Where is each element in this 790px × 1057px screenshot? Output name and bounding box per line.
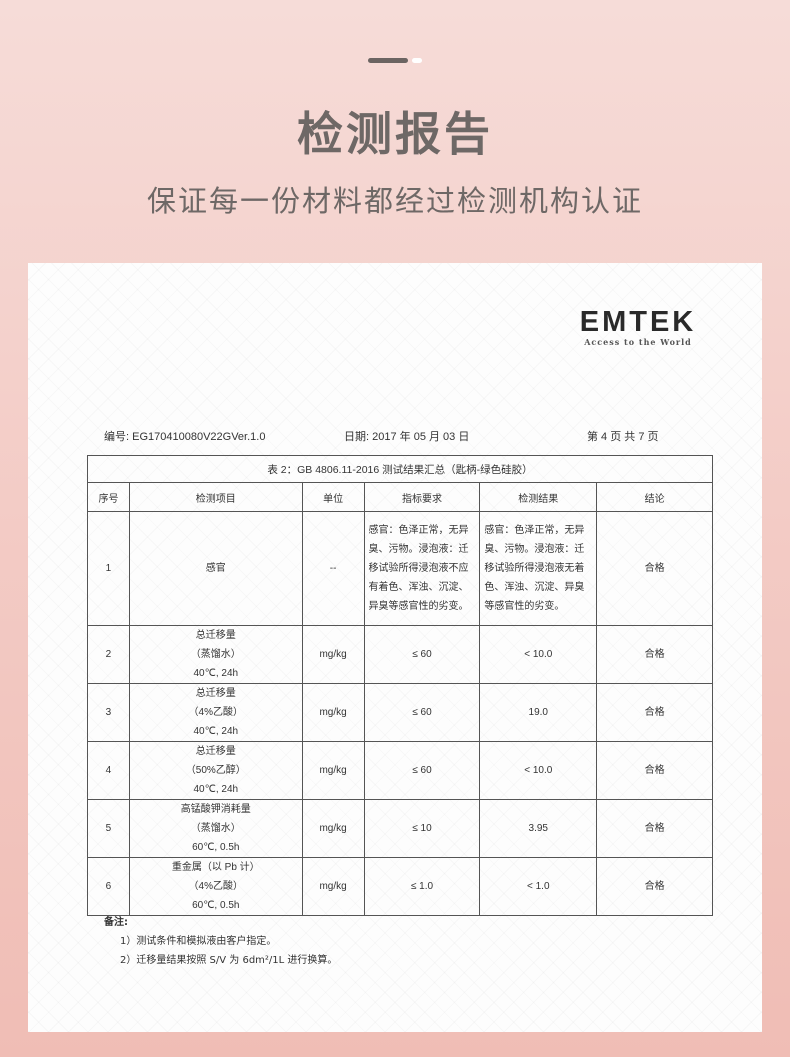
item-line: 总迁移量 bbox=[195, 746, 236, 757]
cell-item: 总迁移量 （4%乙酸） 40℃, 24h bbox=[128, 683, 303, 742]
cell-result: 19.0 bbox=[479, 683, 598, 742]
carousel-indicator bbox=[412, 58, 422, 63]
item-line: （50%乙醇） bbox=[185, 765, 246, 776]
cell-result: < 1.0 bbox=[479, 857, 598, 916]
item-line: （蒸馏水） bbox=[190, 823, 241, 834]
item-line: 40℃, 24h bbox=[193, 784, 239, 795]
cell-result: < 10.0 bbox=[479, 741, 598, 800]
item-line: 60℃, 0.5h bbox=[192, 842, 240, 853]
item-line: （蒸馏水） bbox=[190, 649, 241, 660]
page-number: 第 4 页 共 7 页 bbox=[587, 431, 659, 443]
item-line: 40℃, 24h bbox=[193, 668, 239, 679]
cell-verdict: 合格 bbox=[596, 741, 713, 800]
table-row: 1 感官 -- 感官：色泽正常，无异臭、污物。浸泡液：迁移试验所得浸泡液不应有着色、浑… bbox=[87, 511, 713, 626]
cell-item: 重金属（以 Pb 计） （4%乙酸） 60℃, 0.5h bbox=[128, 857, 303, 916]
cell-unit: mg/kg bbox=[301, 741, 365, 800]
cell-requirement: ≤ 10 bbox=[363, 799, 481, 858]
table-row: 6 重金属（以 Pb 计） （4%乙酸） 60℃, 0.5h mg/kg ≤ 1.0 < 1… bbox=[87, 857, 713, 916]
item-line: 总迁移量 bbox=[195, 688, 236, 699]
item-line: 总迁移量 bbox=[195, 630, 236, 641]
item-line: 感官 bbox=[205, 563, 226, 574]
cell-result: 感官：色泽正常，无异臭、污物。浸泡液：迁移试验所得浸泡液无着色、浑浊、沉淀、异臭… bbox=[479, 511, 598, 626]
page-subtitle: 保证每一份材料都经过检测机构认证 bbox=[146, 184, 643, 218]
cell-requirement: ≤ 60 bbox=[363, 683, 481, 742]
item-line: （4%乙酸） bbox=[188, 707, 243, 718]
table-caption: 表 2：GB 4806.11-2016 测试结果汇总（匙柄-绿色硅胶） bbox=[87, 455, 713, 483]
cell-no: 1 bbox=[87, 511, 130, 626]
cell-item: 感官 bbox=[128, 511, 303, 626]
cell-result: < 10.0 bbox=[479, 625, 598, 684]
item-line: （4%乙酸） bbox=[188, 881, 243, 892]
cell-no: 4 bbox=[87, 741, 130, 800]
cell-item: 高锰酸钾消耗量 （蒸馏水） 60℃, 0.5h bbox=[128, 799, 303, 858]
cell-item: 总迁移量 （蒸馏水） 40℃, 24h bbox=[128, 625, 303, 684]
item-line: 40℃, 24h bbox=[193, 726, 239, 737]
column-header: 序号 bbox=[87, 482, 130, 512]
cell-verdict: 合格 bbox=[596, 683, 713, 742]
cell-verdict: 合格 bbox=[596, 625, 713, 684]
notes-label: 备注: bbox=[104, 917, 128, 928]
report-date: 日期: 2017 年 05 月 03 日 bbox=[344, 431, 470, 443]
column-header: 检测项目 bbox=[128, 482, 303, 512]
cell-unit: mg/kg bbox=[301, 799, 365, 858]
item-line: 高锰酸钾消耗量 bbox=[180, 804, 251, 815]
item-line: 重金属（以 Pb 计） bbox=[171, 862, 260, 873]
cell-no: 5 bbox=[87, 799, 130, 858]
column-header: 指标要求 bbox=[363, 482, 481, 512]
cell-no: 6 bbox=[87, 857, 130, 916]
note-item: 1）测试条件和模拟液由客户指定。 bbox=[120, 936, 277, 947]
cell-verdict: 合格 bbox=[596, 511, 713, 626]
cell-no: 2 bbox=[87, 625, 130, 684]
cell-verdict: 合格 bbox=[596, 857, 713, 916]
carousel-indicator-active bbox=[368, 58, 408, 63]
results-table: 表 2：GB 4806.11-2016 测试结果汇总（匙柄-绿色硅胶） 序号 检… bbox=[87, 455, 713, 916]
column-header: 结论 bbox=[596, 482, 713, 512]
cell-unit: mg/kg bbox=[301, 857, 365, 916]
cell-item: 总迁移量 （50%乙醇） 40℃, 24h bbox=[128, 741, 303, 800]
report-document: EMTEK Access to the World 编号: EG17041008… bbox=[28, 263, 762, 1032]
cell-unit: mg/kg bbox=[301, 625, 365, 684]
cell-no: 3 bbox=[87, 683, 130, 742]
cell-requirement: ≤ 60 bbox=[363, 741, 481, 800]
table-row: 3 总迁移量 （4%乙酸） 40℃, 24h mg/kg ≤ 60 19.0 合格 bbox=[87, 683, 713, 742]
cell-unit: mg/kg bbox=[301, 683, 365, 742]
cell-result: 3.95 bbox=[479, 799, 598, 858]
cell-requirement: ≤ 1.0 bbox=[363, 857, 481, 916]
cell-requirement: ≤ 60 bbox=[363, 625, 481, 684]
column-header: 检测结果 bbox=[479, 482, 598, 512]
emtek-logo: EMTEK Access to the World bbox=[579, 306, 697, 347]
note-item: 2）迁移量结果按照 S/V 为 6dm²/1L 进行换算。 bbox=[120, 955, 338, 966]
notes: 备注: 1）测试条件和模拟液由客户指定。 2）迁移量结果按照 S/V 为 6dm… bbox=[104, 913, 337, 970]
page-title: 检测报告 bbox=[297, 107, 493, 161]
table-row: 4 总迁移量 （50%乙醇） 40℃, 24h mg/kg ≤ 60 < 10.0 合格 bbox=[87, 741, 713, 800]
item-line: 60℃, 0.5h bbox=[192, 900, 240, 911]
cell-requirement: 感官：色泽正常，无异臭、污物。浸泡液：迁移试验所得浸泡液不应有着色、浑浊、沉淀、… bbox=[363, 511, 481, 626]
table-header: 序号 检测项目 单位 指标要求 检测结果 结论 bbox=[87, 482, 713, 512]
cell-verdict: 合格 bbox=[596, 799, 713, 858]
report-number: 编号: EG170410080V22GVer.1.0 bbox=[104, 431, 266, 443]
table-row: 5 高锰酸钾消耗量 （蒸馏水） 60℃, 0.5h mg/kg ≤ 10 3.95 合格 bbox=[87, 799, 713, 858]
table-row: 2 总迁移量 （蒸馏水） 40℃, 24h mg/kg ≤ 60 < 10.0 合格 bbox=[87, 625, 713, 684]
cell-unit: -- bbox=[301, 511, 365, 626]
column-header: 单位 bbox=[301, 482, 365, 512]
